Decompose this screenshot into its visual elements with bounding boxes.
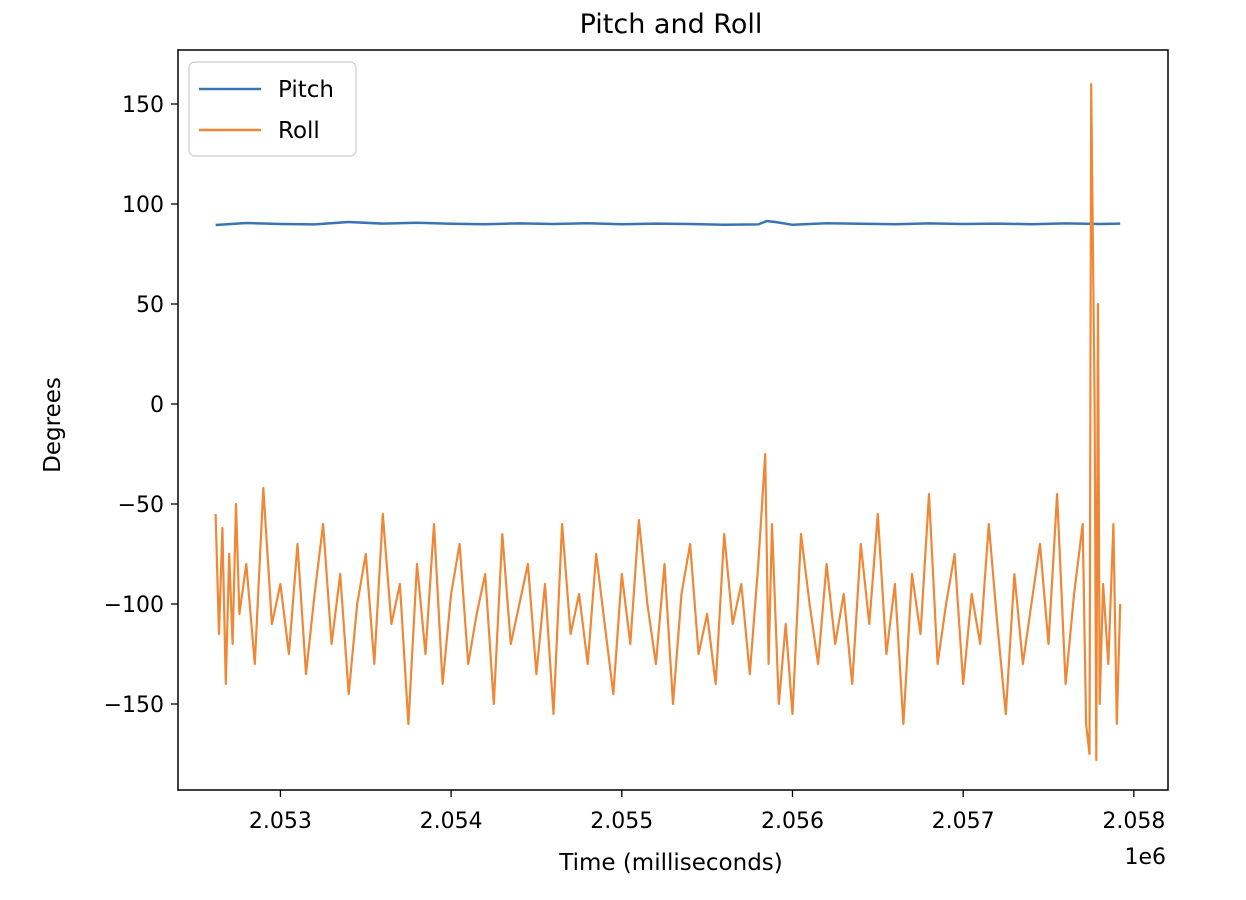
y-tick-label: 50 (136, 293, 164, 318)
legend-label-roll: Roll (278, 118, 320, 144)
legend: Pitch Roll (188, 61, 357, 157)
y-tick-label: −100 (104, 593, 164, 618)
legend-box (188, 61, 357, 157)
y-tick-label: 0 (150, 393, 164, 418)
legend-label-pitch: Pitch (278, 77, 334, 103)
x-axis-offset-label: 1e6 (1124, 845, 1166, 870)
x-tick-label: 2.058 (1102, 809, 1165, 834)
y-tick-label: −150 (104, 693, 164, 718)
x-tick-label: 2.056 (761, 809, 824, 834)
series-line-pitch (215, 219, 1121, 227)
series-layer (214, 82, 1122, 762)
y-axis-label: Degrees (40, 377, 66, 473)
x-tick-label: 2.054 (420, 809, 483, 834)
y-tick-label: 100 (122, 193, 164, 218)
x-axis-label: Time (milliseconds) (558, 850, 783, 876)
series-line-roll (214, 82, 1122, 762)
y-tick-label: −50 (118, 493, 164, 518)
x-axis-ticks: 2.053 2.054 2.055 2.056 2.057 2.058 (249, 790, 1165, 834)
x-tick-label: 2.055 (590, 809, 653, 834)
y-axis-ticks: 150 100 50 0 −50 −100 −150 (104, 93, 178, 718)
plot-frame (177, 49, 1169, 791)
x-tick-label: 2.057 (932, 809, 995, 834)
chart-title: Pitch and Roll (580, 9, 763, 40)
x-tick-label: 2.053 (249, 809, 312, 834)
y-tick-label: 150 (122, 93, 164, 118)
